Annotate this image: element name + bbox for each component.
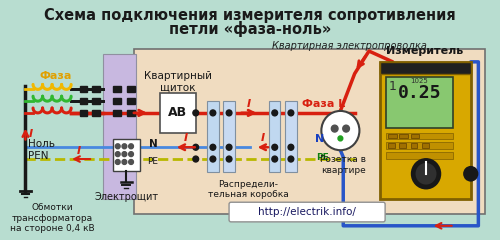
Bar [411,143,418,148]
Bar [102,54,136,199]
Bar [80,110,88,116]
Text: Измеритель: Измеритель [386,46,464,56]
Circle shape [128,152,134,156]
Text: Распредели-
тельная коробка: Распредели- тельная коробка [208,180,288,199]
Text: Квартирный
щиток: Квартирный щиток [144,71,212,92]
Circle shape [122,152,127,156]
Circle shape [116,160,120,164]
Circle shape [116,144,120,149]
Circle shape [272,156,278,162]
Circle shape [332,125,338,132]
Text: АВ: АВ [168,106,187,119]
Bar [92,110,100,116]
Bar [80,98,88,104]
Text: N: N [314,134,324,144]
Circle shape [416,163,436,185]
Text: I: I [260,133,264,143]
Bar [400,133,408,138]
Circle shape [463,166,478,182]
Text: Обмотки
трансформатора
на стороне 0,4 кВ: Обмотки трансформатора на стороне 0,4 кВ [10,203,94,233]
Bar [386,142,452,149]
Text: PE: PE [146,156,158,166]
Text: 0.25: 0.25 [398,84,441,102]
Circle shape [122,160,127,164]
Text: Схема подключения измерителя сопротивления: Схема подключения измерителя сопротивлен… [44,8,456,23]
Circle shape [288,144,294,150]
Circle shape [343,125,349,132]
Circle shape [193,156,198,162]
Bar [113,98,120,104]
Text: I: I [184,133,188,143]
Text: http://electrik.info/: http://electrik.info/ [258,207,356,217]
Bar [380,62,470,74]
Bar [128,110,135,116]
Circle shape [193,144,198,150]
Circle shape [226,156,232,162]
Bar [386,132,452,139]
Bar [113,110,120,116]
Bar [92,98,100,104]
Circle shape [226,110,232,116]
Bar [224,101,235,172]
Circle shape [128,144,134,149]
Circle shape [288,110,294,116]
Circle shape [272,110,278,116]
Bar [269,101,280,172]
Circle shape [210,144,216,150]
Text: Квартирная электропроводка: Квартирная электропроводка [272,41,428,51]
Text: Фаза L: Фаза L [302,99,346,109]
Bar [80,86,88,92]
Bar [160,93,196,132]
Bar [388,133,396,138]
Circle shape [210,110,216,116]
Text: PE: PE [316,153,330,162]
Bar [411,133,420,138]
Bar [113,139,140,171]
Circle shape [193,110,198,116]
Bar [128,98,135,104]
Circle shape [272,144,278,150]
Text: I: I [247,99,252,109]
Circle shape [116,152,120,156]
Circle shape [411,158,442,189]
Bar [380,62,470,199]
Circle shape [210,156,216,162]
Bar [400,143,406,148]
Text: 1: 1 [389,80,396,93]
Bar [92,86,100,92]
Circle shape [338,136,343,141]
Text: PEN: PEN [28,151,49,161]
Text: I: I [77,146,81,156]
Bar [388,143,394,148]
Bar [285,101,296,172]
Circle shape [128,160,134,164]
Text: Розетка в
квартире: Розетка в квартире [320,155,366,174]
Text: I: I [30,129,34,139]
Bar [207,101,218,172]
Text: N: N [149,139,158,149]
Circle shape [226,144,232,150]
Circle shape [122,144,127,149]
Text: Электрощит: Электрощит [94,192,158,202]
Text: Ноль: Ноль [28,139,56,150]
Bar [386,77,452,128]
Bar [113,86,120,92]
Text: петли «фаза-ноль»: петли «фаза-ноль» [169,21,331,37]
Bar [128,86,135,92]
Bar [386,152,452,159]
Text: Фаза: Фаза [40,72,72,82]
Bar [134,49,485,214]
Circle shape [288,156,294,162]
Bar [422,143,429,148]
FancyBboxPatch shape [229,202,385,222]
Circle shape [322,111,360,150]
Text: 1025: 1025 [410,78,428,84]
